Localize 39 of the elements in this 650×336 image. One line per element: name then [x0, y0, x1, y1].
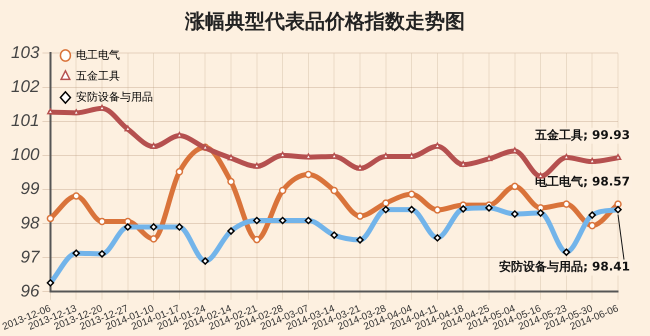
point — [253, 236, 261, 244]
legend-label: 电工电气 — [76, 48, 120, 62]
y-tick-label: 103 — [11, 42, 40, 62]
legend-label: 安防设备与用品 — [76, 90, 153, 104]
point — [562, 200, 570, 208]
y-tick-label: 101 — [11, 111, 40, 130]
point — [72, 192, 80, 200]
point — [72, 109, 80, 116]
point — [330, 186, 338, 194]
y-tick-label: 96 — [20, 281, 40, 300]
legend-label: 五金工具 — [76, 70, 120, 83]
point — [98, 218, 106, 226]
point — [304, 170, 312, 178]
y-tick-label: 97 — [20, 247, 40, 266]
point — [124, 218, 132, 226]
chart-title: 涨幅典型代表品价格指数走势图 — [184, 8, 466, 35]
point — [176, 168, 184, 176]
point — [434, 206, 442, 214]
y-tick-label: 100 — [11, 145, 40, 164]
point — [253, 162, 260, 169]
point — [511, 182, 519, 190]
point — [278, 186, 286, 194]
y-tick-label: 102 — [11, 77, 40, 96]
point — [150, 235, 158, 243]
point — [150, 142, 157, 149]
point — [46, 214, 54, 222]
point — [588, 158, 596, 164]
y-tick-label: 99 — [20, 179, 40, 198]
point — [408, 190, 416, 198]
point — [614, 200, 622, 208]
point — [227, 178, 235, 186]
point — [356, 164, 364, 171]
point — [460, 160, 467, 167]
point — [382, 199, 390, 207]
y-tick-label: 98 — [20, 213, 40, 232]
point — [356, 212, 364, 220]
annotation: 安防设备与用品; 98.41 — [499, 260, 630, 274]
point — [588, 222, 596, 230]
annotation: 五金工具; 99.93 — [534, 128, 630, 142]
